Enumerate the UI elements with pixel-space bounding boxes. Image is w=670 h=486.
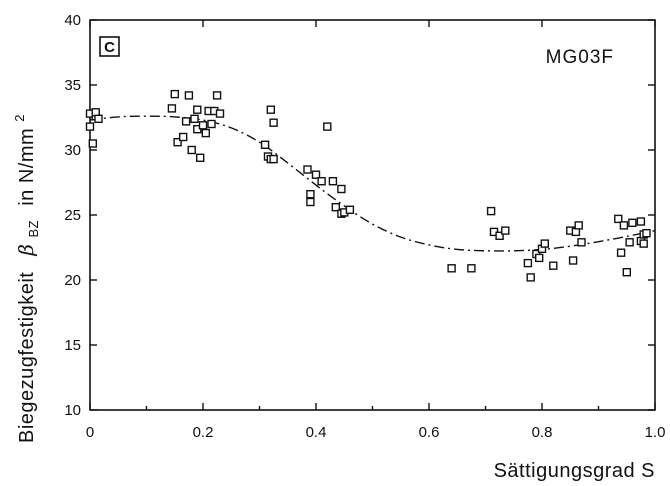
y-axis-title-unit: in N/mm bbox=[16, 128, 38, 206]
data-point bbox=[574, 221, 583, 230]
data-point bbox=[323, 122, 332, 131]
data-point bbox=[337, 184, 346, 194]
y-axis-title-main: Biegezugfestigkeit bbox=[16, 272, 38, 443]
data-point bbox=[331, 202, 340, 212]
data-point bbox=[540, 239, 549, 248]
data-point bbox=[639, 239, 648, 248]
y-axis-title-subscript: BZ bbox=[26, 220, 41, 238]
x-tick-label: 0.4 bbox=[306, 424, 327, 441]
data-point bbox=[187, 145, 196, 155]
data-points bbox=[85, 89, 651, 282]
data-point bbox=[501, 226, 510, 235]
series-label: MG03F bbox=[546, 47, 614, 68]
x-axis-title: Sättigungsgrad S bbox=[494, 460, 655, 482]
data-point bbox=[193, 105, 202, 114]
data-point bbox=[181, 117, 191, 126]
data-point bbox=[526, 273, 535, 282]
data-point bbox=[269, 154, 278, 164]
data-point bbox=[306, 197, 315, 207]
data-point bbox=[88, 139, 98, 148]
y-tick-label: 20 bbox=[64, 272, 81, 289]
data-point bbox=[614, 214, 623, 224]
data-point bbox=[190, 114, 199, 124]
data-point bbox=[577, 238, 586, 247]
y-axis-title: Biegezugfestigkeit β BZ in N/mm 2 bbox=[12, 114, 43, 443]
data-point bbox=[622, 268, 631, 277]
data-point bbox=[447, 264, 456, 273]
data-point bbox=[215, 109, 225, 118]
fit-curve bbox=[89, 115, 656, 252]
data-point bbox=[178, 132, 188, 142]
data-point bbox=[167, 104, 177, 113]
data-point bbox=[195, 153, 205, 163]
x-tick-label: 0.2 bbox=[193, 424, 214, 441]
data-point bbox=[642, 228, 651, 238]
y-tick-label: 10 bbox=[64, 402, 81, 419]
data-point bbox=[625, 238, 634, 247]
data-point bbox=[212, 91, 222, 100]
panel-label-box bbox=[99, 36, 120, 57]
data-point bbox=[486, 206, 496, 216]
plot-area: 10 15 20 25 30 35 40 0 0.2 0.4 0.6 0.8 1.0 C MG03F bbox=[64, 12, 665, 441]
data-point bbox=[616, 248, 626, 257]
data-point bbox=[628, 218, 637, 228]
x-tick-label: 0.8 bbox=[532, 424, 553, 441]
y-axis-title-symbol: β bbox=[14, 244, 38, 257]
data-point bbox=[201, 128, 211, 138]
x-axis: 0 0.2 0.4 0.6 0.8 1.0 bbox=[86, 20, 666, 441]
x-tick-label: 0 bbox=[86, 424, 94, 441]
x-tick-label: 1.0 bbox=[645, 424, 666, 441]
data-point bbox=[269, 118, 278, 127]
data-point bbox=[207, 119, 216, 129]
data-point bbox=[345, 205, 355, 215]
y-tick-label: 15 bbox=[64, 337, 81, 354]
data-point bbox=[260, 140, 270, 150]
data-point bbox=[85, 122, 95, 131]
data-point bbox=[173, 137, 182, 147]
plot-frame bbox=[89, 19, 656, 411]
data-point bbox=[495, 231, 504, 241]
data-point bbox=[311, 170, 321, 179]
data-point bbox=[636, 217, 646, 226]
data-point bbox=[317, 176, 326, 186]
data-point bbox=[328, 176, 338, 186]
data-point bbox=[184, 91, 194, 100]
data-point bbox=[535, 253, 544, 263]
y-axis-title-unit-sup: 2 bbox=[12, 114, 27, 122]
data-point bbox=[523, 258, 533, 268]
y-tick-label: 40 bbox=[64, 12, 81, 29]
data-point bbox=[619, 221, 629, 230]
data-point bbox=[266, 105, 275, 114]
panel-label: C bbox=[104, 39, 115, 56]
data-point bbox=[306, 189, 315, 199]
data-point bbox=[568, 256, 578, 265]
y-axis: 10 15 20 25 30 35 40 bbox=[64, 12, 655, 419]
data-point bbox=[170, 89, 180, 99]
y-tick-label: 25 bbox=[64, 207, 81, 224]
y-tick-label: 35 bbox=[64, 77, 81, 94]
data-point bbox=[198, 121, 208, 130]
data-point bbox=[467, 264, 476, 273]
x-tick-label: 0.6 bbox=[419, 424, 440, 441]
data-point bbox=[303, 165, 312, 174]
data-point bbox=[549, 261, 558, 270]
y-tick-label: 30 bbox=[64, 142, 81, 159]
data-point bbox=[94, 114, 103, 124]
